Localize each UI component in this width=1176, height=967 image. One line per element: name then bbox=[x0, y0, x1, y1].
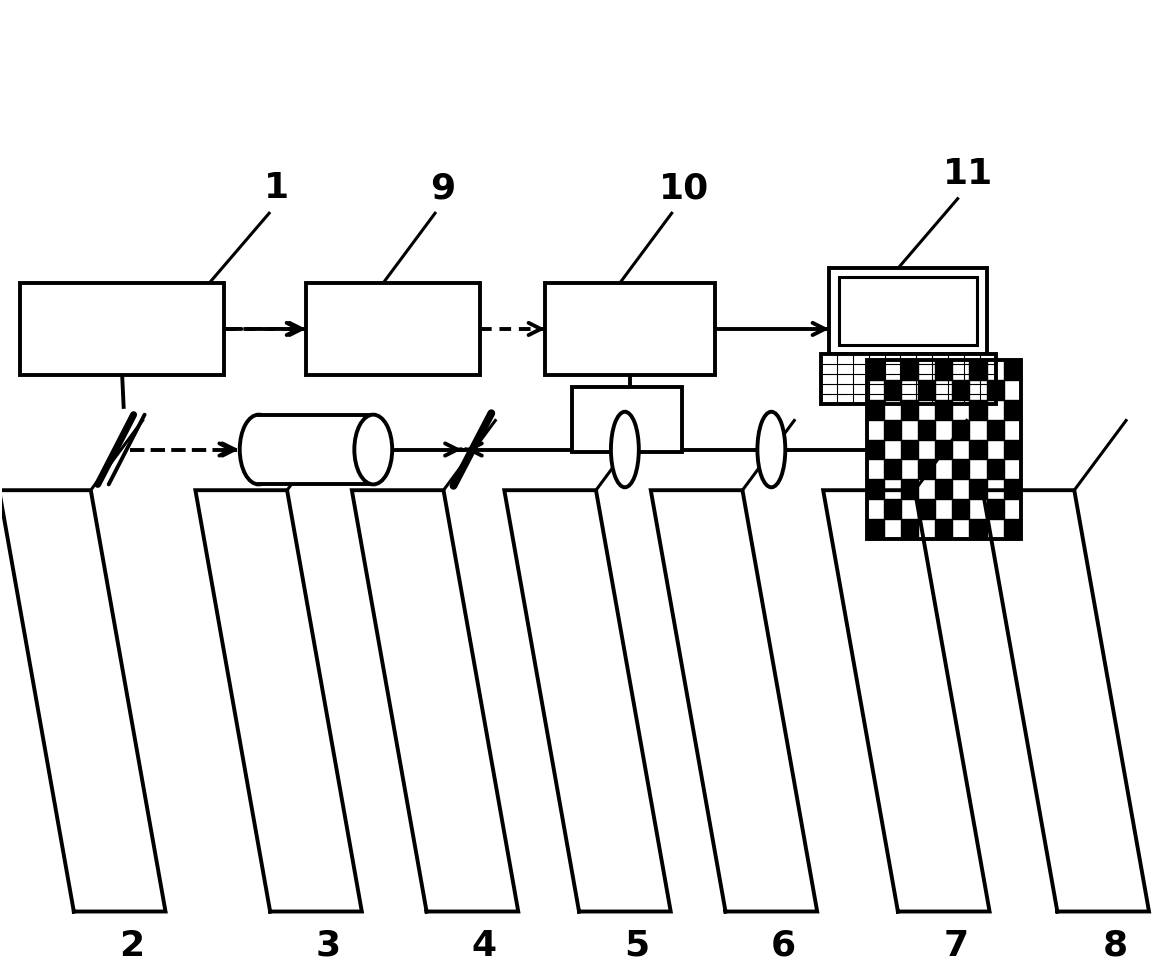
Bar bbox=[883, 420, 901, 440]
Text: 10: 10 bbox=[659, 171, 709, 205]
Bar bbox=[259, 415, 373, 484]
Bar bbox=[306, 283, 480, 375]
Text: 2: 2 bbox=[119, 929, 145, 963]
Bar bbox=[953, 459, 969, 480]
Ellipse shape bbox=[757, 412, 786, 487]
Bar bbox=[935, 480, 953, 499]
Text: 9: 9 bbox=[430, 171, 455, 205]
Bar bbox=[918, 380, 935, 399]
Bar bbox=[901, 519, 918, 540]
Bar bbox=[918, 499, 935, 519]
Bar bbox=[867, 360, 1021, 540]
Bar bbox=[883, 499, 901, 519]
Bar bbox=[901, 480, 918, 499]
Bar bbox=[953, 420, 969, 440]
Text: 5: 5 bbox=[624, 929, 649, 963]
Bar bbox=[1004, 440, 1021, 459]
Bar bbox=[867, 440, 883, 459]
Bar bbox=[883, 380, 901, 399]
Ellipse shape bbox=[240, 415, 278, 484]
Bar bbox=[867, 480, 883, 499]
Bar bbox=[1004, 480, 1021, 499]
Bar bbox=[867, 519, 883, 540]
Bar bbox=[1004, 399, 1021, 420]
Text: 7: 7 bbox=[943, 929, 968, 963]
Text: 3: 3 bbox=[315, 929, 341, 963]
Text: 11: 11 bbox=[942, 157, 993, 190]
Bar bbox=[935, 519, 953, 540]
Bar bbox=[969, 480, 987, 499]
Bar bbox=[20, 283, 225, 375]
Text: 4: 4 bbox=[472, 929, 497, 963]
Bar bbox=[901, 360, 918, 380]
Bar bbox=[969, 360, 987, 380]
Bar bbox=[883, 459, 901, 480]
Bar bbox=[918, 459, 935, 480]
Bar bbox=[867, 360, 883, 380]
Bar bbox=[901, 399, 918, 420]
Text: 1: 1 bbox=[263, 171, 288, 205]
Text: 8: 8 bbox=[1103, 929, 1128, 963]
Bar bbox=[969, 399, 987, 420]
Bar bbox=[969, 440, 987, 459]
Bar bbox=[821, 354, 996, 404]
Bar bbox=[867, 399, 883, 420]
Bar bbox=[953, 499, 969, 519]
Bar bbox=[987, 459, 1004, 480]
Bar bbox=[1004, 360, 1021, 380]
Bar bbox=[572, 387, 682, 453]
Bar bbox=[840, 278, 976, 345]
Bar bbox=[829, 269, 987, 354]
Bar bbox=[935, 440, 953, 459]
Bar bbox=[935, 399, 953, 420]
Bar bbox=[546, 283, 715, 375]
Text: 6: 6 bbox=[770, 929, 796, 963]
Bar bbox=[918, 420, 935, 440]
Bar bbox=[1004, 519, 1021, 540]
Ellipse shape bbox=[610, 412, 639, 487]
Bar bbox=[935, 360, 953, 380]
Bar bbox=[901, 440, 918, 459]
Ellipse shape bbox=[354, 415, 393, 484]
Bar bbox=[987, 499, 1004, 519]
Bar bbox=[953, 380, 969, 399]
Bar bbox=[969, 519, 987, 540]
Bar bbox=[987, 420, 1004, 440]
Bar bbox=[987, 380, 1004, 399]
